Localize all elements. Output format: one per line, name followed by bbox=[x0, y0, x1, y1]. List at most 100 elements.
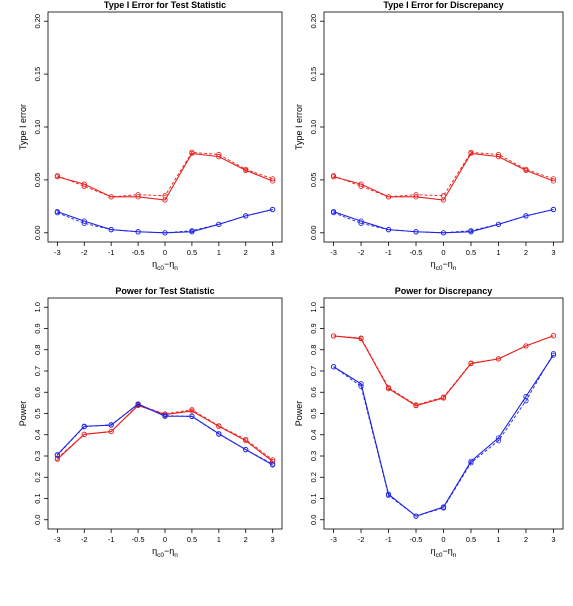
data-point bbox=[358, 181, 364, 187]
series-line-blue-solid bbox=[333, 208, 554, 234]
series-line-blue-dashed bbox=[333, 209, 554, 234]
y-tick-label: 0.7 bbox=[33, 366, 42, 376]
data-point bbox=[440, 193, 447, 199]
data-point bbox=[468, 149, 474, 155]
y-tick-label: 0.4 bbox=[33, 430, 42, 440]
x-tick-label: 2 bbox=[244, 535, 248, 544]
y-tick-label: 0.5 bbox=[33, 408, 42, 418]
x-axis-label: ηc0−ηn bbox=[152, 259, 178, 272]
chart-panel-3: Power for Test Statistic -3 -2 -1 -0.5 0 0.5 1 2… bbox=[18, 286, 283, 559]
data-point bbox=[550, 176, 557, 182]
data-point bbox=[468, 360, 474, 366]
data-point bbox=[81, 424, 87, 430]
data-point bbox=[81, 218, 87, 224]
series-line-red-solid bbox=[57, 152, 273, 201]
y-tick-label: 0.1 bbox=[33, 493, 42, 503]
series-line-blue-solid bbox=[56, 403, 273, 466]
y-tick-label: 0.3 bbox=[33, 451, 42, 461]
x-tick-label: 0 bbox=[441, 535, 445, 544]
data-point bbox=[523, 166, 529, 172]
series-line-blue-solid bbox=[333, 354, 554, 517]
y-tick-label: 0.20 bbox=[33, 14, 42, 29]
data-point bbox=[523, 398, 529, 404]
data-point bbox=[135, 192, 141, 198]
y-tick-label: 0.2 bbox=[33, 472, 42, 482]
x-tick-label: 3 bbox=[551, 535, 555, 544]
x-tick-label: 1 bbox=[217, 535, 221, 544]
data-point bbox=[358, 383, 364, 389]
y-tick-label: 0.3 bbox=[309, 451, 318, 461]
data-point bbox=[216, 221, 222, 227]
series-line-blue-dashed bbox=[333, 353, 554, 517]
data-point bbox=[358, 335, 364, 341]
series-line-red-solid bbox=[333, 152, 554, 201]
y-axis-label: Type I error bbox=[18, 104, 28, 150]
chart-panel-1: Type I Error for Test Statistic -3 -2 -1 -0.… bbox=[18, 0, 283, 272]
data-point bbox=[216, 151, 222, 158]
x-tick-label: -3 bbox=[330, 248, 337, 257]
data-point bbox=[135, 401, 141, 407]
data-point bbox=[270, 461, 276, 467]
data-point bbox=[358, 218, 364, 224]
x-tick-label: -0.5 bbox=[410, 248, 423, 257]
x-tick-label: -0.5 bbox=[132, 535, 145, 544]
x-tick-label: -0.5 bbox=[410, 535, 423, 544]
x-tick-label: -1 bbox=[108, 535, 115, 544]
data-point bbox=[550, 352, 557, 358]
data-point bbox=[468, 460, 474, 466]
y-tick-label: 0.4 bbox=[309, 430, 318, 440]
x-axis-label: ηc0−ηn bbox=[431, 546, 457, 559]
x-tick-label: -2 bbox=[81, 248, 88, 257]
plot-frame bbox=[323, 297, 564, 530]
data-point bbox=[270, 458, 276, 464]
x-tick-label: -0.5 bbox=[132, 248, 145, 257]
data-point bbox=[135, 194, 141, 200]
data-point bbox=[358, 220, 364, 226]
data-point bbox=[162, 193, 168, 199]
data-point bbox=[54, 452, 60, 458]
data-point bbox=[550, 206, 557, 213]
data-point bbox=[108, 227, 114, 233]
y-tick-label: 0.00 bbox=[33, 225, 42, 240]
x-tick-label: 0.5 bbox=[187, 535, 197, 544]
x-tick-label: 0.5 bbox=[187, 248, 197, 257]
data-point bbox=[54, 455, 60, 461]
x-tick-label: 2 bbox=[524, 535, 528, 544]
data-point bbox=[54, 210, 60, 216]
x-tick-label: 0 bbox=[163, 535, 167, 544]
series-line-red-solid bbox=[56, 404, 273, 462]
y-tick-label: 0.10 bbox=[33, 120, 42, 135]
x-axis-label: ηc0−ηn bbox=[431, 259, 457, 272]
data-point bbox=[108, 428, 114, 435]
x-tick-label: 0 bbox=[441, 248, 445, 257]
y-tick-label: 0.9 bbox=[309, 323, 318, 333]
data-point bbox=[440, 505, 447, 511]
data-point bbox=[358, 381, 364, 387]
data-point bbox=[385, 227, 392, 233]
y-tick-label: 0.6 bbox=[309, 387, 318, 397]
data-point bbox=[550, 178, 557, 184]
data-point bbox=[270, 206, 276, 213]
series-line-red-dashed bbox=[333, 335, 554, 406]
data-point bbox=[495, 221, 502, 227]
data-point bbox=[523, 343, 529, 349]
y-tick-label: 0.2 bbox=[309, 472, 318, 482]
chart-panel-4: Power for Discrepancy -3 -2 -1 -0.5 0 0.5 1 2 3 0.… bbox=[294, 286, 564, 559]
x-axis-label: ηc0−ηn bbox=[152, 546, 178, 559]
series-line-blue-solid bbox=[57, 208, 273, 234]
data-point bbox=[243, 447, 249, 453]
data-point bbox=[189, 413, 195, 420]
data-point bbox=[189, 228, 195, 234]
data-point bbox=[385, 492, 392, 498]
data-point bbox=[243, 166, 249, 172]
y-tick-label: 0.20 bbox=[309, 14, 318, 29]
y-tick-label: 0.8 bbox=[309, 345, 318, 355]
x-tick-label: 3 bbox=[271, 248, 275, 257]
x-tick-label: -1 bbox=[385, 535, 392, 544]
data-point bbox=[385, 384, 392, 391]
data-point bbox=[162, 413, 168, 419]
data-point bbox=[189, 407, 195, 413]
data-point bbox=[216, 154, 222, 160]
data-point bbox=[216, 423, 222, 429]
